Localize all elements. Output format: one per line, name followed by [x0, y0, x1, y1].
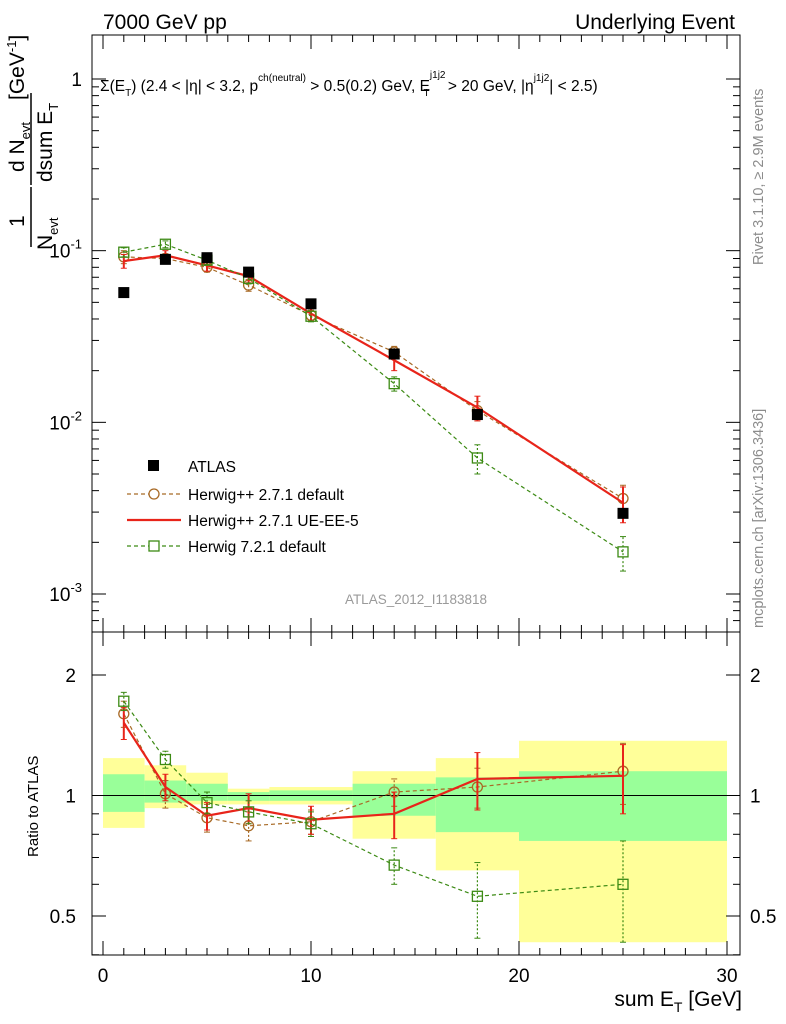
- ylabel-dsum-sub: T: [46, 103, 61, 111]
- ratio-herwig-2-7-1-default-line: [123, 713, 624, 827]
- ratio-xtick-label: 30: [716, 966, 737, 987]
- main-atlas-point: [201, 252, 213, 264]
- selection-sub1: T: [125, 88, 131, 99]
- main-ytick-label: 10-1: [49, 237, 82, 263]
- main-ytick-label-base: 10: [49, 413, 70, 434]
- ratio-panel: 0.5 0.51 12 20 10 20 30: [50, 631, 776, 987]
- rivet-label: Rivet 3.1.10, ≥ 2.9M events: [751, 89, 767, 265]
- ratio-xtick-label: 0: [98, 966, 109, 987]
- ratio-herwig-7-2-1-default-point: [617, 878, 629, 890]
- main-herwig-7-2-1-default-point: [388, 378, 400, 390]
- main-atlas-point: [243, 266, 255, 278]
- selection-part1: Σ(E: [100, 78, 125, 95]
- selection-sup2: j1j2: [429, 70, 446, 81]
- selection-sup3: j1j2: [533, 73, 550, 84]
- main-ytick-label-exp: -3: [70, 580, 82, 595]
- ratio-xtick-label: 10: [300, 966, 321, 987]
- x-axis-label-main: sum E: [614, 988, 674, 1011]
- ratio-herwig-7-2-1-default-point: [305, 818, 317, 830]
- ratio-ytick-label-left: 0.5: [50, 907, 76, 928]
- ratio-ytick-label-left: 2: [65, 666, 76, 687]
- ratio-herwig-7-2-1-default-line: [123, 700, 624, 897]
- main-ytick-label-base: 1: [71, 70, 82, 91]
- main-atlas-point: [388, 348, 400, 360]
- ratio-herwig-7-2-1-default-point: [201, 796, 213, 809]
- legend-herwig-2-7-1-default-marker: [148, 488, 160, 500]
- selection-part5: | < 2.5): [549, 78, 597, 95]
- ylabel-unit-sup: -1: [4, 41, 19, 53]
- ylabel-dn: d Nevt: [6, 122, 33, 172]
- ylabel-unit-main: [GeV: [6, 52, 29, 100]
- ratio-herwig-7-2-1-default-point: [471, 890, 484, 902]
- ylabel-dn-sub: evt: [18, 122, 33, 140]
- main-ytick-label-base: 10: [49, 585, 70, 606]
- selection-part4: > 20 GeV, |η: [444, 78, 534, 95]
- analysis-id: ATLAS_2012_I1183818: [345, 592, 487, 607]
- legend-herwig-2-7-1-default-label: Herwig++ 2.7.1 default: [188, 487, 345, 504]
- main-ytick-label-exp: -1: [70, 237, 82, 252]
- ratio-ytick-label-right: 0.5: [750, 907, 776, 928]
- ylabel-one: 1: [6, 215, 29, 227]
- main-herwig-7-2-1-default-line: [123, 243, 624, 553]
- ratio-herwig-2-7-1-ue-ee-5-line: [122, 722, 624, 821]
- ratio-ytick-label-right: 1: [750, 787, 761, 808]
- selection-sub2: T: [424, 88, 430, 99]
- ratio-band-green: [103, 774, 145, 812]
- main-atlas-point: [159, 253, 171, 265]
- ratio-frame: [91, 631, 741, 956]
- legend-herwig-7-2-1-default-label: Herwig 7.2.1 default: [188, 539, 327, 556]
- ylabel-dn-main: d N: [6, 139, 29, 172]
- selection-part3: > 0.5(0.2) GeV, E: [306, 78, 430, 95]
- main-herwig-7-2-1-default-point: [305, 310, 317, 322]
- x-axis-label: sum ET [GeV]: [614, 988, 742, 1015]
- main-atlas-point: [305, 298, 317, 310]
- ratio-xtick-label: 20: [508, 966, 529, 987]
- main-herwig-7-2-1-default-point: [118, 246, 130, 258]
- ratio-herwig-7-2-1-default-point: [159, 753, 172, 766]
- ylabel-dsum: dsum ET: [34, 103, 61, 182]
- main-atlas-point: [471, 409, 483, 421]
- legend-herwig-2-7-1-ue-ee-5-label: Herwig++ 2.7.1 UE-EE-5: [188, 513, 359, 530]
- main-herwig-7-2-1-default-point: [617, 546, 629, 558]
- header-left: 7000 GeV pp: [103, 11, 227, 34]
- header-right: Underlying Event: [575, 11, 735, 34]
- ratio-herwig-7-2-1-default-point: [388, 859, 400, 871]
- x-axis-label-unit: [GeV]: [682, 988, 742, 1011]
- main-atlas-point: [617, 507, 629, 519]
- legend-herwig-7-2-1-default-marker: [148, 540, 160, 552]
- ylabel-nevt-sub: evt: [46, 217, 61, 235]
- ratio-y-label: Ratio to ATLAS: [25, 756, 42, 857]
- legend-atlas-label: ATLAS: [188, 459, 236, 476]
- main-herwig-2-7-1-ue-ee-5-line: [123, 254, 624, 504]
- main-atlas-point: [118, 287, 130, 299]
- main-ytick-label-base: 10: [49, 242, 70, 263]
- main-ytick-label: 1: [71, 70, 82, 91]
- selection-text: Σ(ET) (2.4 < |η| < 3.2, pch(neutral) > 0…: [100, 70, 598, 99]
- selection-sup1: ch(neutral): [258, 73, 306, 84]
- mcplots-label: mcplots.cern.ch [arXiv:1306.3436]: [751, 409, 767, 628]
- ylabel-dsum-main: dsum E: [34, 111, 57, 182]
- main-ytick-label: 10-3: [49, 580, 82, 606]
- ylabel-unit: [GeV-1]: [4, 35, 29, 100]
- ratio-herwig-7-2-1-default-point: [118, 695, 130, 707]
- main-herwig-7-2-1-default-point: [159, 238, 172, 250]
- ratio-herwig-7-2-1-default-point: [242, 806, 255, 818]
- legend-atlas-marker: [148, 460, 159, 471]
- main-ytick-label: 10-2: [49, 408, 82, 434]
- x-axis-label-sub: T: [674, 999, 683, 1015]
- main-ytick-label-exp: -2: [70, 408, 82, 423]
- main-y-axis-label: 1 Nevt d Nevt dsum ET [GeV-1]: [4, 35, 61, 250]
- ylabel-nevt: Nevt: [34, 217, 61, 250]
- main-herwig-7-2-1-default-point: [471, 452, 484, 464]
- ylabel-unit-close: ]: [6, 35, 29, 41]
- ratio-ytick-label-right: 2: [750, 666, 761, 687]
- ylabel-nevt-main: N: [34, 235, 57, 250]
- ratio-ytick-label-left: 1: [65, 787, 76, 808]
- selection-part2: ) (2.4 < |η| < 3.2, p: [131, 78, 258, 95]
